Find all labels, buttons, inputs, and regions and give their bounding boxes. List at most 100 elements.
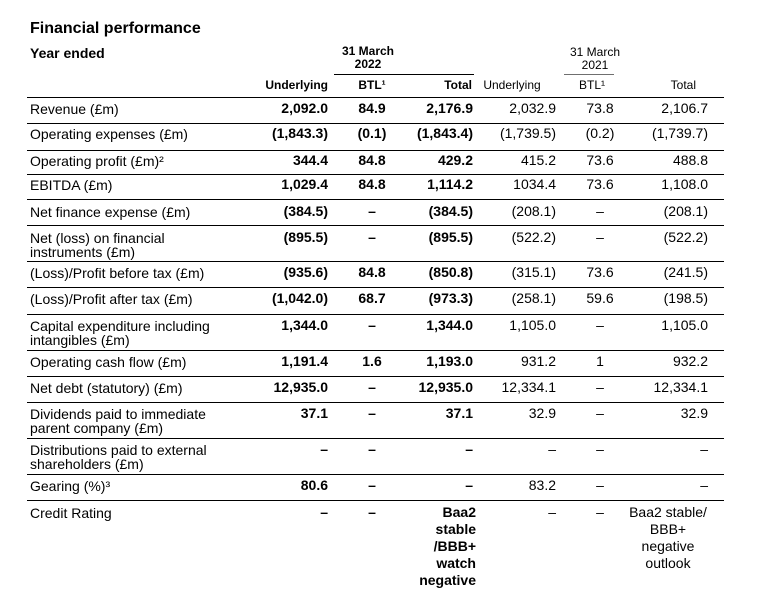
cell-underlying-2022: (935.6) <box>283 264 328 280</box>
cell-total-2021: 32.9 <box>680 405 708 421</box>
cell-underlying-2022: 1,344.0 <box>281 317 328 333</box>
cell-underlying-2021: 415.2 <box>520 152 556 168</box>
cell-btl-2022: – <box>368 477 376 493</box>
cell-underlying-2021: (522.2) <box>511 229 556 245</box>
cell-underlying-2022: (1,843.3) <box>271 125 328 141</box>
cell-total-2022: 1,114.2 <box>427 176 473 192</box>
cell-total-2021: 12,334.1 <box>653 379 709 395</box>
cell-btl-2022: 1.6 <box>362 353 382 369</box>
row-label: Operating cash flow (£m) <box>30 354 187 370</box>
cell-btl-2022: – <box>368 504 376 520</box>
row-label: Operating expenses (£m) <box>30 126 188 142</box>
row-label: EBITDA (£m) <box>30 177 113 193</box>
row-divider <box>27 402 724 403</box>
cell-btl-2021: – <box>596 477 604 493</box>
cell-total-2022: – <box>465 477 473 493</box>
cell-underlying-2022: 1,191.4 <box>281 353 328 369</box>
row-divider <box>27 97 724 98</box>
cell-total-2022: (1,843.4) <box>416 125 473 141</box>
cell-btl-2021: – <box>596 441 604 457</box>
row-divider <box>27 150 724 151</box>
cell-btl-2022: 84.8 <box>358 264 386 280</box>
row-divider <box>27 261 724 262</box>
cell-btl-2021: 59.6 <box>586 290 614 306</box>
row-label: Capital expenditure including intangible… <box>30 318 210 348</box>
cell-btl-2022: 68.7 <box>358 290 386 306</box>
row-label: Distributions paid to external sharehold… <box>30 442 207 472</box>
cell-underlying-2021: 12,334.1 <box>501 379 557 395</box>
period-2021-line2: 2021 <box>581 58 609 72</box>
cell-btl-2022: – <box>368 317 376 333</box>
row-divider <box>27 225 724 226</box>
row-label: (Loss)/Profit before tax (£m) <box>30 265 205 281</box>
row-divider <box>27 287 724 288</box>
cell-btl-2021: – <box>596 203 604 219</box>
cell-underlying-2021: (315.1) <box>511 264 556 280</box>
row-label: Net debt (statutory) (£m) <box>30 380 183 396</box>
cell-btl-2022: 84.8 <box>358 152 386 168</box>
row-label: Dividends paid to immediate parent compa… <box>30 406 206 436</box>
cell-btl-2022: 84.9 <box>358 100 386 116</box>
cell-btl-2022: – <box>368 405 376 421</box>
cell-underlying-2021: 931.2 <box>520 353 556 369</box>
column-header-total-2021: Total <box>670 78 696 92</box>
cell-btl-2022: – <box>368 379 376 395</box>
cell-underlying-2021: (1,739.5) <box>499 125 556 141</box>
cell-total-2021: 1,105.0 <box>661 317 708 333</box>
row-label: Credit Rating <box>30 505 112 521</box>
cell-total-2021: Baa2 stable/ BBB+ negative outlook <box>629 504 707 571</box>
page-title: Financial performance <box>30 20 201 37</box>
cell-btl-2021: 73.8 <box>586 100 614 116</box>
cell-underlying-2021: 32.9 <box>528 405 556 421</box>
row-divider <box>27 376 724 377</box>
cell-btl-2022: – <box>368 203 376 219</box>
cell-underlying-2022: (384.5) <box>283 203 328 219</box>
column-header-underlying-2021: Underlying <box>483 78 541 92</box>
cell-underlying-2022: – <box>320 504 328 520</box>
row-label: Revenue (£m) <box>30 101 119 117</box>
row-divider <box>27 199 724 200</box>
cell-btl-2021: – <box>596 317 604 333</box>
cell-btl-2022: 84.8 <box>358 176 386 192</box>
cell-total-2022: Baa2 stable /BBB+ watch negative <box>419 504 476 588</box>
cell-total-2021: (241.5) <box>663 264 708 280</box>
column-header-btl-2022: BTL¹ <box>358 78 386 92</box>
header-rule-2021 <box>564 74 614 75</box>
cell-total-2021: 1,108.0 <box>661 176 708 192</box>
cell-btl-2022: – <box>368 441 376 457</box>
period-2021-header: 31 March 2021 <box>560 46 630 72</box>
cell-total-2021: (522.2) <box>663 229 708 245</box>
row-divider <box>27 174 724 175</box>
cell-underlying-2021: 83.2 <box>528 477 556 493</box>
period-2021-line1: 31 March <box>569 45 621 59</box>
cell-underlying-2022: 12,935.0 <box>273 379 329 395</box>
cell-total-2021: 488.8 <box>672 152 708 168</box>
cell-underlying-2021: – <box>548 441 556 457</box>
cell-total-2022: 1,344.0 <box>426 317 473 333</box>
cell-underlying-2021: 1034.4 <box>513 176 556 192</box>
cell-total-2021: (208.1) <box>663 203 708 219</box>
cell-total-2022: 12,935.0 <box>418 379 474 395</box>
period-2022-line2: 2022 <box>354 57 382 71</box>
cell-btl-2022: (0.1) <box>357 125 387 141</box>
cell-underlying-2021: (208.1) <box>511 203 556 219</box>
cell-total-2021: – <box>700 477 708 493</box>
row-label: Gearing (%)³ <box>30 478 111 494</box>
cell-underlying-2022: 344.4 <box>292 152 328 168</box>
row-divider <box>27 314 724 315</box>
cell-btl-2021: 1 <box>596 353 604 369</box>
cell-total-2022: (895.5) <box>428 229 473 245</box>
column-header-underlying-2022: Underlying <box>265 78 328 92</box>
cell-total-2021: (198.5) <box>663 290 708 306</box>
cell-underlying-2022: (1,042.0) <box>271 290 328 306</box>
cell-underlying-2021: – <box>548 504 556 520</box>
cell-btl-2021: 73.6 <box>586 152 614 168</box>
row-label: Net (loss) on financial instruments (£m) <box>30 230 165 260</box>
cell-total-2021: (1,739.7) <box>651 125 708 141</box>
cell-btl-2021: 73.6 <box>586 176 614 192</box>
cell-btl-2021: – <box>596 229 604 245</box>
cell-underlying-2022: 1,029.4 <box>281 176 328 192</box>
cell-underlying-2021: (258.1) <box>511 290 556 306</box>
row-label: Net finance expense (£m) <box>30 204 191 220</box>
cell-total-2021: 932.2 <box>672 353 708 369</box>
